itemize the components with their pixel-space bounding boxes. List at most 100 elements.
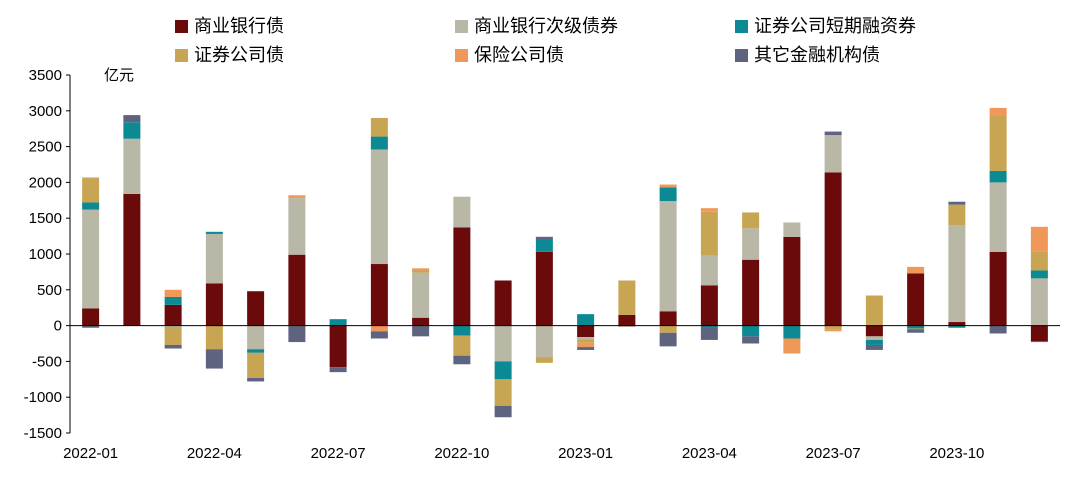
bar-segment: [370, 136, 388, 150]
bar-segment: [123, 193, 141, 326]
bar-segment: [659, 311, 677, 326]
bar-segment: [824, 135, 842, 173]
bar-segment: [1030, 341, 1048, 343]
bar-segment: [288, 198, 306, 255]
bar-segment: [907, 273, 925, 326]
bar-segment: [783, 325, 801, 339]
bar-segment: [577, 337, 595, 340]
bar-segment: [164, 327, 182, 345]
legend-label: 商业银行债: [194, 16, 284, 37]
bar-segment: [659, 201, 677, 312]
bar-segment: [494, 280, 512, 326]
y-tick-label: 1500: [29, 210, 62, 227]
bar-segment: [865, 336, 883, 340]
bar-segment: [948, 201, 966, 205]
legend-swatch: [175, 49, 188, 62]
bar-segment: [205, 231, 223, 234]
bar-segment: [205, 233, 223, 284]
bar-segment: [123, 122, 141, 139]
bar-segment: [907, 328, 925, 330]
bar-segment: [1030, 270, 1048, 279]
bar-segment: [577, 342, 595, 348]
bar-segment: [989, 170, 1007, 183]
bar-segment: [577, 339, 595, 343]
bar-segment: [700, 327, 718, 340]
bar-segment: [164, 344, 182, 349]
bar-segment: [577, 314, 595, 326]
legend-swatch: [735, 49, 748, 62]
bar-segment: [453, 325, 471, 336]
bar-segment: [824, 329, 842, 332]
bar-segment: [288, 325, 306, 343]
x-tick-label: 2023-04: [682, 445, 737, 462]
bar-segment: [123, 138, 141, 194]
bar-segment: [659, 325, 677, 333]
bar-segment: [907, 329, 925, 333]
bar-segment: [494, 361, 512, 380]
bar-segment: [247, 377, 265, 382]
bar-segment: [412, 270, 430, 273]
bar-segment: [205, 283, 223, 326]
bar-segment: [205, 325, 223, 350]
bar-segment: [577, 347, 595, 350]
bar-segment: [783, 338, 801, 354]
bar-segment: [82, 178, 100, 203]
bar-segment: [659, 332, 677, 347]
y-tick-label: 2000: [29, 174, 62, 191]
bar-segment: [82, 177, 100, 179]
bar-segment: [742, 325, 760, 337]
bar-segment: [164, 289, 182, 297]
bar-segment: [783, 222, 801, 237]
bar-segment: [865, 339, 883, 345]
y-tick-label: 0: [54, 318, 62, 335]
bar-segment: [288, 254, 306, 326]
bar-segment: [948, 325, 966, 328]
bar-segment: [824, 325, 842, 330]
bar-segment: [618, 280, 636, 315]
bar-segment: [453, 355, 471, 365]
bar-segment: [824, 172, 842, 326]
bar-segment: [370, 117, 388, 137]
bar-segment: [205, 349, 223, 369]
y-tick-label: -1500: [24, 425, 62, 442]
bar-segment: [412, 317, 430, 326]
bar-segment: [700, 208, 718, 212]
bar-segment: [1030, 278, 1048, 326]
bar-stacks: [82, 107, 1048, 418]
bar-segment: [494, 405, 512, 418]
bar-segment: [82, 308, 100, 326]
bar-segment: [865, 325, 883, 337]
bar-segment: [742, 212, 760, 229]
bar-segment: [948, 225, 966, 323]
bar-segment: [164, 325, 182, 328]
bar-segment: [123, 115, 141, 123]
bar-segment: [700, 325, 718, 328]
bar-segment: [370, 331, 388, 339]
bar-segment: [82, 202, 100, 210]
bar-segment: [329, 367, 347, 373]
bar-segment: [370, 264, 388, 326]
bar-segment: [989, 325, 1007, 334]
bar-segment: [494, 379, 512, 406]
bar-segment: [247, 291, 265, 326]
legend-swatch: [455, 49, 468, 62]
bar-segment: [412, 272, 430, 318]
bar-segment: [948, 322, 966, 326]
y-tick-label: 3500: [29, 67, 62, 84]
bar-segment: [948, 204, 966, 226]
x-tick-label: 2023-07: [806, 445, 861, 462]
bar-segment: [535, 357, 553, 363]
bar-segment: [783, 236, 801, 326]
bar-segment: [247, 349, 265, 353]
bar-segment: [742, 336, 760, 344]
x-tick-label: 2022-10: [434, 445, 489, 462]
x-tick-label: 2022-01: [63, 445, 118, 462]
bar-segment: [535, 325, 553, 358]
bar-segment: [494, 325, 512, 362]
bar-segment: [164, 304, 182, 326]
y-tick-label: 2500: [29, 139, 62, 156]
bar-segment: [700, 255, 718, 286]
bar-segment: [989, 182, 1007, 252]
